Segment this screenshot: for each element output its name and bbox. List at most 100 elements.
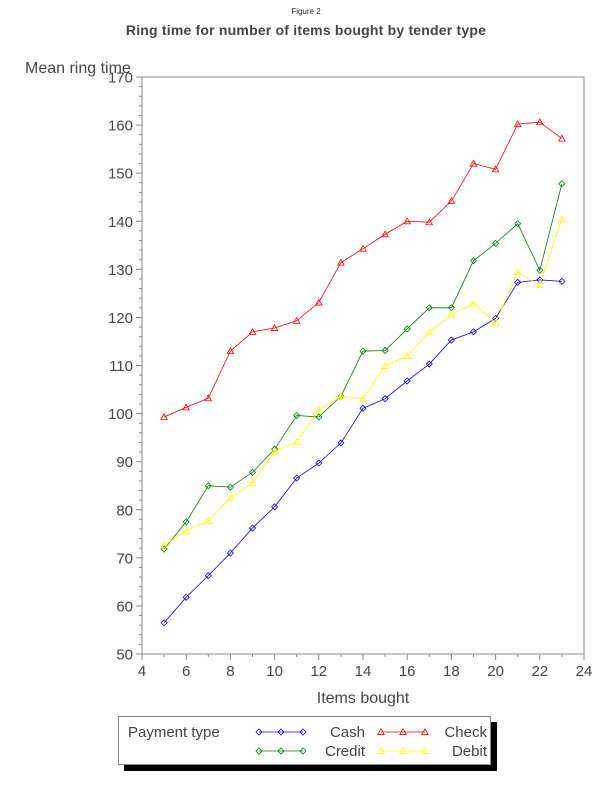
data-point-credit <box>293 411 301 420</box>
legend-swatch-check <box>377 727 429 735</box>
data-point-debit <box>160 541 168 549</box>
legend-title: Payment type <box>128 724 220 741</box>
data-point-credit <box>403 325 411 333</box>
x-tick-label: 16 <box>399 663 416 680</box>
legend-label-credit: Credit <box>324 743 365 760</box>
data-point-credit <box>182 518 190 526</box>
legend-swatch-cash <box>255 728 307 736</box>
x-tick-label: 6 <box>182 663 190 680</box>
data-point-check <box>403 217 412 225</box>
x-tick-label: 18 <box>443 663 460 680</box>
data-point-check <box>248 327 257 335</box>
data-point-credit <box>558 180 566 188</box>
diamond-icon <box>299 747 307 755</box>
legend-item-credit: Credit <box>255 743 435 761</box>
x-tick-label: 20 <box>487 663 504 680</box>
data-point-debit <box>337 392 345 400</box>
series-cash <box>160 276 566 627</box>
data-point-credit <box>204 482 212 490</box>
axes: 50 60 70 80 90 100 110 120 130 140 150 160 170 4 6 8 10 1… <box>25 60 592 707</box>
triangle-icon <box>421 746 429 754</box>
data-point-check <box>359 244 367 252</box>
data-point-cash <box>315 459 323 467</box>
data-point-debit <box>535 281 544 289</box>
x-tick-label: 24 <box>576 663 593 680</box>
legend-label-debit: Debit <box>451 743 487 760</box>
y-tick-label: 140 <box>108 214 133 231</box>
data-point-check <box>425 218 434 226</box>
data-point-check <box>535 118 544 126</box>
y-tick-label: 50 <box>116 647 133 664</box>
data-point-credit <box>514 220 522 228</box>
data-point-debit <box>204 516 213 524</box>
data-point-check <box>160 412 168 420</box>
legend-item-debit: Debit <box>377 743 557 761</box>
y-tick-label: 90 <box>116 454 133 471</box>
data-point-debit <box>182 526 191 534</box>
data-point-credit <box>248 468 257 476</box>
y-axis-label: Mean ring time <box>25 60 131 77</box>
data-point-cash <box>447 336 455 344</box>
data-point-debit <box>270 447 279 455</box>
series-check <box>160 118 566 420</box>
data-point-check <box>381 230 389 238</box>
data-point-cash <box>160 619 168 627</box>
series-line-cash <box>163 279 562 624</box>
data-point-credit <box>359 347 367 355</box>
x-tick-label: 8 <box>226 663 234 680</box>
data-point-check <box>513 120 522 128</box>
data-point-cash <box>514 278 522 286</box>
x-tick-label: 12 <box>310 663 327 680</box>
data-point-credit <box>226 483 234 491</box>
y-tick-label: 130 <box>108 262 133 279</box>
data-point-cash <box>271 503 279 511</box>
legend: Payment type Cash Credit Check Debit <box>118 716 491 765</box>
data-point-check <box>226 347 235 355</box>
legend-label-cash: Cash <box>329 724 365 741</box>
data-point-credit <box>315 413 323 421</box>
x-tick-label: 14 <box>355 663 372 680</box>
figure-label: Figure 2 <box>291 7 321 16</box>
data-point-credit <box>381 347 389 355</box>
data-point-debit <box>425 328 434 336</box>
y-tick-label: 160 <box>108 118 133 135</box>
data-point-cash <box>337 439 345 447</box>
data-point-check <box>558 134 566 142</box>
data-point-cash <box>425 360 433 368</box>
data-point-debit <box>558 214 566 222</box>
plot-frame <box>141 76 585 655</box>
triangle-icon <box>399 727 407 735</box>
data-point-cash <box>403 377 411 385</box>
data-point-check <box>337 258 345 266</box>
y-tick-label: 170 <box>108 70 133 87</box>
data-point-check <box>447 197 456 205</box>
legend-label-check: Check <box>444 724 487 741</box>
data-point-debit <box>403 351 412 359</box>
data-point-cash <box>293 474 301 482</box>
data-point-check <box>204 394 213 402</box>
series-line-check <box>163 121 563 418</box>
y-tick-label: 150 <box>108 166 133 183</box>
legend-item-cash: Cash <box>255 724 435 742</box>
series-layer <box>160 118 566 627</box>
data-point-debit <box>248 478 257 486</box>
x-axis-label: Items bought <box>317 690 410 707</box>
data-point-debit <box>491 318 500 326</box>
data-point-check <box>314 298 323 306</box>
data-point-check <box>292 316 301 324</box>
data-point-credit <box>469 257 478 265</box>
data-point-cash <box>359 404 367 412</box>
legend-item-check: Check <box>377 724 557 742</box>
data-point-check <box>469 159 478 167</box>
chart-title: Ring time for number of items bought by … <box>125 22 487 38</box>
x-tick-label: 4 <box>138 663 146 680</box>
data-point-debit <box>381 361 389 369</box>
data-point-check <box>491 165 500 173</box>
data-point-debit <box>292 437 301 445</box>
series-line-credit <box>163 183 563 550</box>
data-point-check <box>270 323 279 331</box>
data-point-cash <box>248 524 257 532</box>
y-tick-label: 100 <box>108 406 133 423</box>
